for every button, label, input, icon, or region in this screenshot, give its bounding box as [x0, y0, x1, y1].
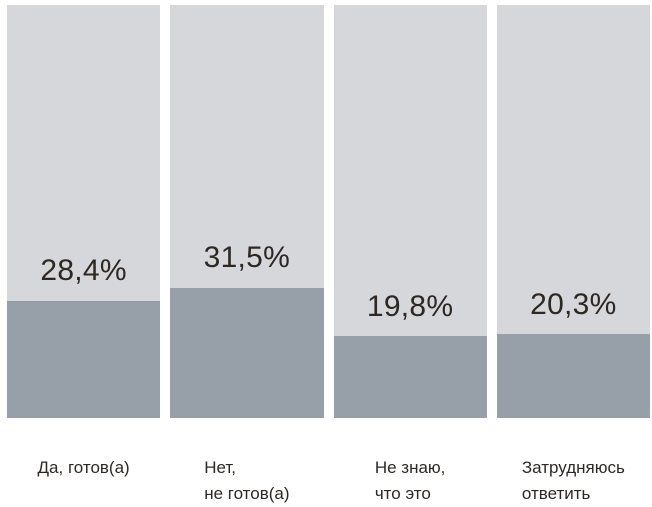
bar-fill	[333, 336, 487, 418]
bar-track-ne-znayu: 19,8%	[333, 5, 487, 418]
chart-category-axis: Да, готов(а) Нет, не готов(а) Не знаю, ч…	[7, 455, 650, 507]
bar-fill	[496, 334, 650, 418]
bar-track-zatrudnyayus: 20,3%	[496, 5, 650, 418]
bar-track-da-gotov: 28,4%	[7, 5, 161, 418]
bar-fill	[170, 287, 324, 418]
bar-value-label: 28,4%	[40, 254, 127, 288]
category-label-text: Не знаю, что это	[374, 458, 446, 503]
category-label-text: Нет, не готов(а)	[204, 458, 290, 503]
category-label-net-ne-gotov: Нет, не готов(а)	[170, 455, 323, 507]
category-label-text: Затрудняюсь ответить	[521, 458, 625, 503]
category-label-zatrudnyayus: Затрудняюсь ответить	[497, 455, 650, 507]
category-label-ne-znayu: Не знаю, что это	[334, 455, 487, 507]
bar-value-label: 20,3%	[530, 287, 617, 321]
bar-track-net-ne-gotov: 31,5%	[170, 5, 324, 418]
bar-value-label: 31,5%	[203, 241, 291, 275]
bar-fill	[7, 300, 161, 418]
category-label-text: Да, готов(а)	[37, 458, 130, 477]
bar-value-label: 19,8%	[366, 289, 454, 323]
category-label-da-gotov: Да, готов(а)	[7, 455, 160, 507]
chart-plot-area: 28,4% 31,5% 19,8% 20,3%	[7, 5, 650, 418]
